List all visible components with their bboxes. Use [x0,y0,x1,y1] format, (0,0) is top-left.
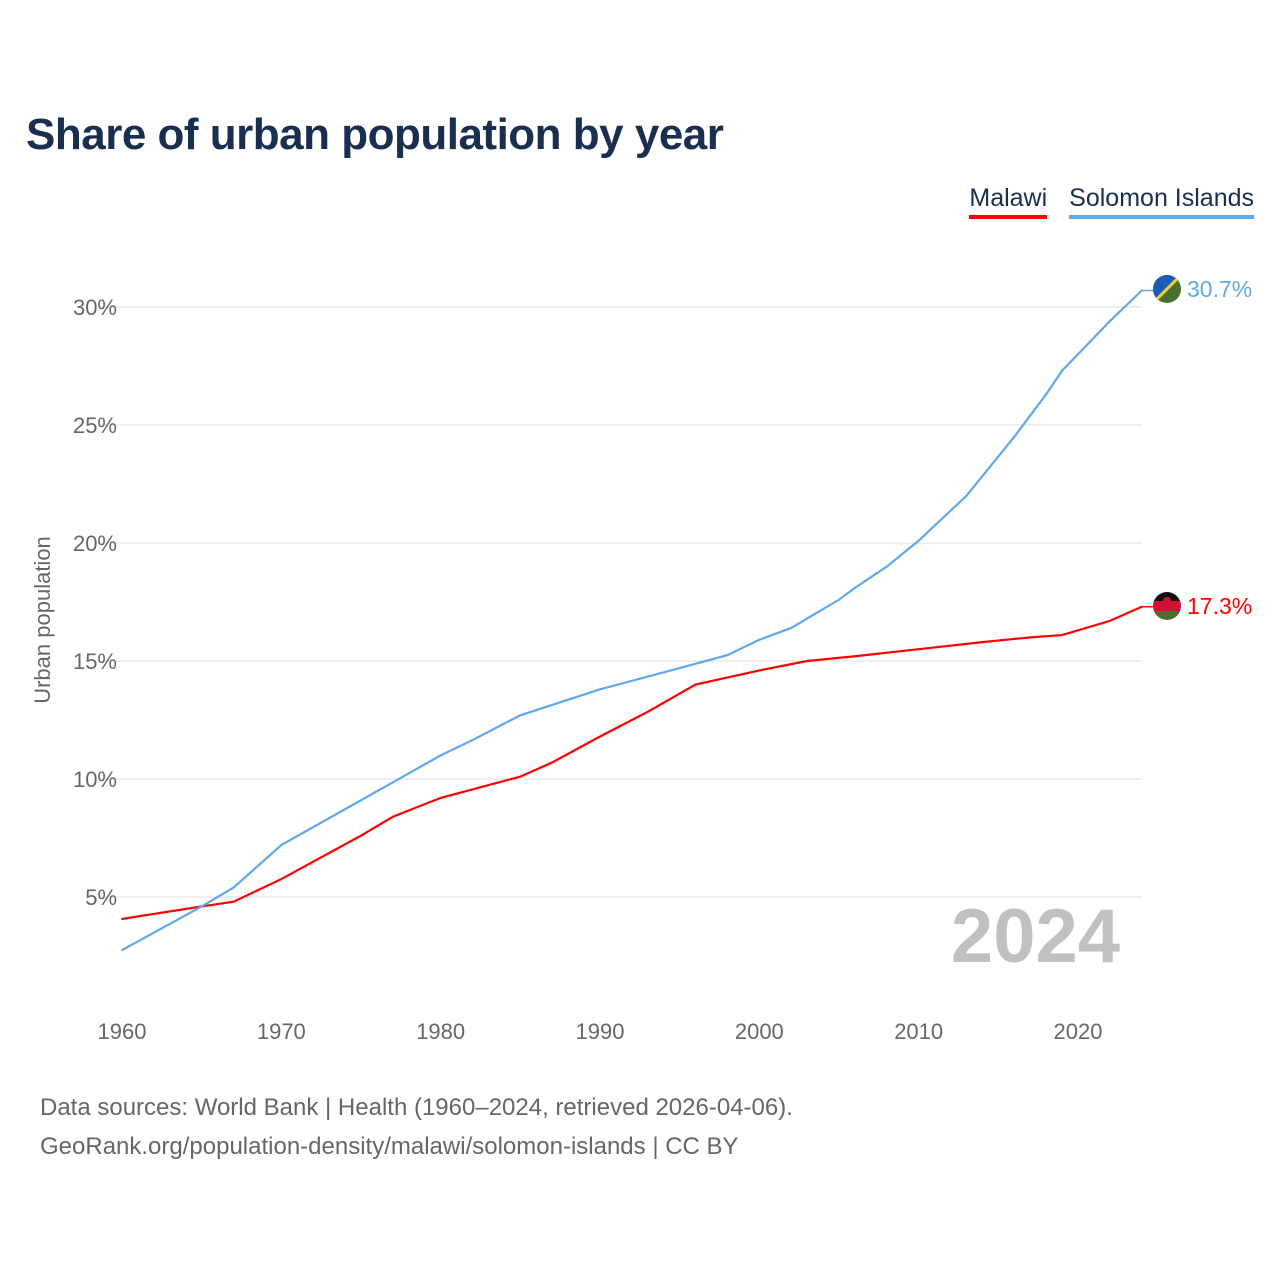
data-point [360,834,362,837]
footer: Data sources: World Bank | Health (1960–… [40,1088,793,1166]
y-tick-label: 30% [73,295,117,320]
solomon-islands-flag-icon [1153,275,1181,303]
malawi-flag-icon [1153,592,1181,620]
data-point [439,754,442,757]
year-watermark: 2024 [951,894,1120,979]
data-point [838,598,840,601]
data-point [694,683,697,686]
y-tick-label: 10% [73,767,117,792]
data-point [981,641,984,644]
data-point [853,655,856,658]
data-point [599,735,601,738]
data-point [853,586,856,589]
data-point [121,949,123,952]
malawi-end-label: 17.3% [1187,593,1252,619]
y-axis-label: Urban population [30,536,55,704]
data-point [1061,369,1064,372]
x-tick-label: 2020 [1054,1019,1103,1044]
y-tick-label: 15% [73,649,117,674]
data-point [885,565,888,568]
legend-solomon-islands[interactable]: Solomon Islands [1069,184,1254,219]
data-point [1029,636,1032,639]
data-point [726,654,729,657]
data-point [280,878,283,881]
series-line-malawi [121,605,1143,921]
data-point [806,660,809,662]
data-point [391,815,394,818]
solomon-islands-end-label: 30.7% [1187,276,1252,302]
data-point [917,648,920,651]
series-line-solomon-islands [121,289,1143,952]
data-point [758,669,761,672]
legend-malawi[interactable]: Malawi [969,184,1048,219]
x-tick-label: 1970 [257,1019,306,1044]
data-point [1013,435,1016,438]
footer-link[interactable]: GeoRank.org/population-density/malawi/so… [40,1133,739,1160]
x-tick-label: 1980 [416,1019,465,1044]
data-point [519,775,522,778]
data-point [1108,320,1111,323]
data-point [121,917,123,920]
data-point [439,796,442,799]
data-point [917,539,920,542]
y-tick-label: 20% [73,531,117,556]
x-tick-label: 1990 [576,1019,625,1044]
data-point [232,900,235,903]
legend: Malawi Solomon Islands [969,184,1254,219]
x-tick-label: 1960 [98,1019,147,1044]
y-tick-label: 25% [73,413,117,438]
footer-sources: Data sources: World Bank | Health (1960–… [40,1094,793,1121]
data-point [519,714,522,717]
x-tick-label: 2000 [735,1019,784,1044]
data-point [599,688,601,691]
data-point [1108,619,1111,622]
data-point [200,905,203,908]
data-point [646,710,649,713]
data-point [360,799,362,802]
data-point [551,761,554,764]
data-point [1045,393,1048,396]
data-point [232,886,235,889]
data-point [678,667,681,670]
data-point [471,739,474,742]
data-point [790,626,793,629]
y-tick-label: 5% [85,885,117,910]
data-point [280,844,283,847]
x-tick-label: 2010 [894,1019,943,1044]
data-point [965,494,968,497]
chart-title: Share of urban population by year [26,110,724,159]
data-point [758,638,761,641]
data-point [1061,634,1064,637]
